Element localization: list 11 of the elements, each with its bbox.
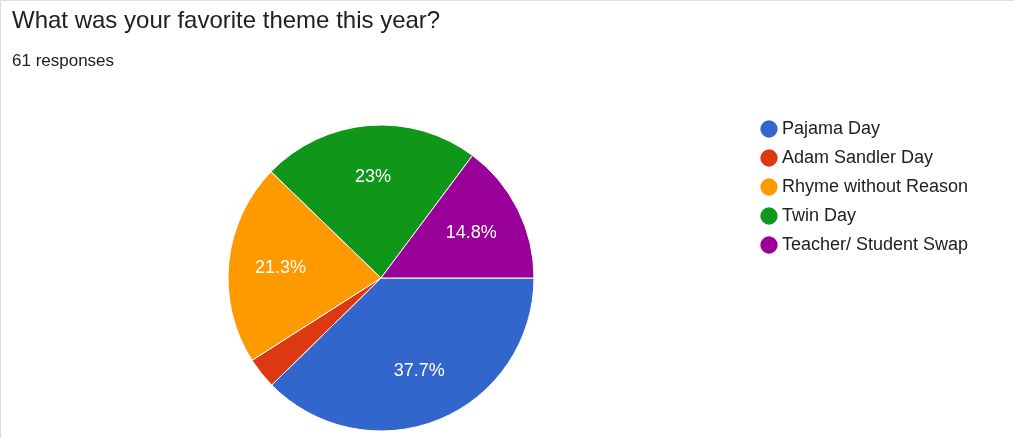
legend-label: Rhyme without Reason xyxy=(782,176,969,196)
chart-title: What was your favorite theme this year? xyxy=(12,6,441,33)
text: 61 responses xyxy=(12,51,115,70)
data-label: 14.8% xyxy=(445,221,497,242)
data-label: 37.7% xyxy=(393,360,445,381)
data-label: 21.3% xyxy=(255,256,307,277)
legend-label: Pajama Day xyxy=(782,118,881,138)
legend-label: Adam Sandler Day xyxy=(782,147,934,167)
legend-label: Twin Day xyxy=(782,205,857,225)
legend-label: Teacher/ Student Swap xyxy=(782,234,969,254)
data-label: 23% xyxy=(354,166,391,187)
